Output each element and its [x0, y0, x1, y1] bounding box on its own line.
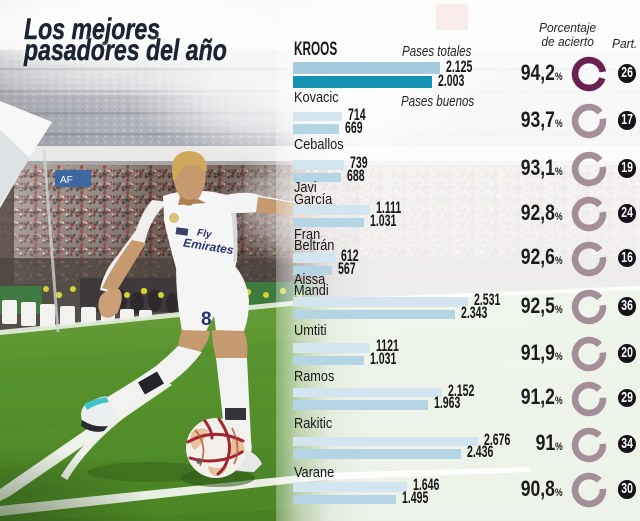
svg-text:8: 8 [201, 309, 212, 330]
svg-text:Fly: Fly [196, 228, 212, 241]
svg-text:AF: AF [60, 175, 73, 186]
